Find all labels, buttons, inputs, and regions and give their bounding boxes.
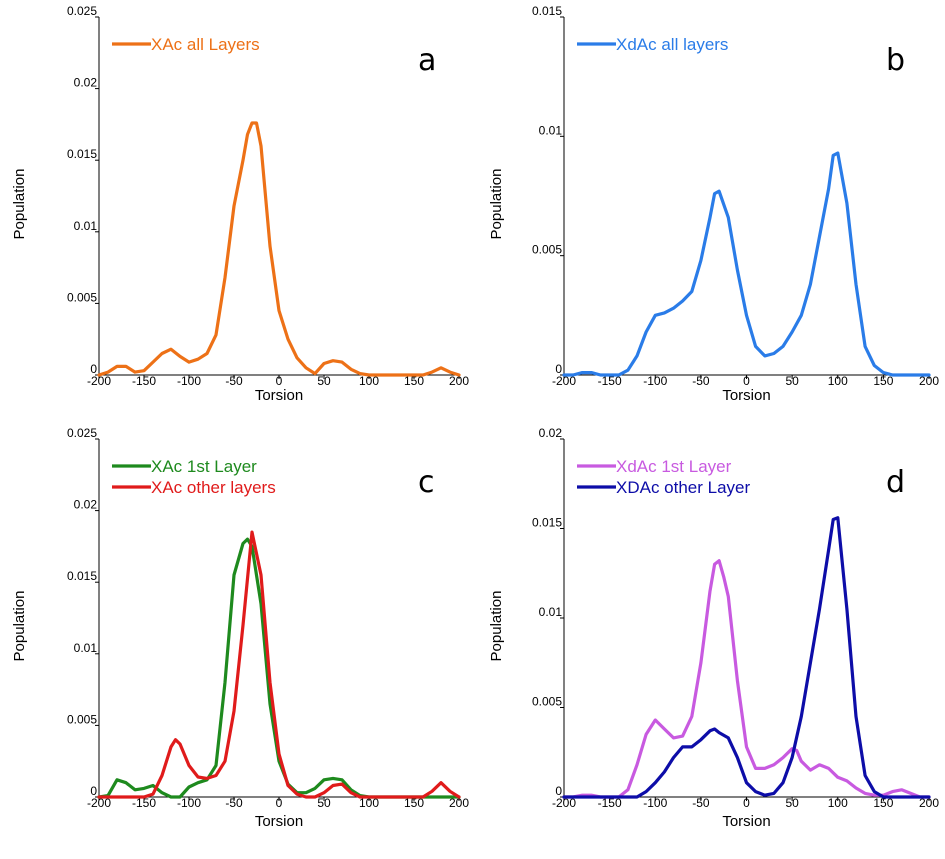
legend-label: XdAc 1st Layer <box>616 457 732 476</box>
x-tick-label: 100 <box>359 374 379 388</box>
y-tick-label: 0.015 <box>67 569 97 583</box>
chart-panel-b: 0 0.005 0.01 0.015 -200 -150 -100 -50 0 50 100 150 2… <box>488 4 939 404</box>
legend-label: XdAc all layers <box>616 35 728 54</box>
x-tick-label: -150 <box>598 796 622 810</box>
panel-letter: d <box>886 465 905 500</box>
x-tick-label: 150 <box>404 374 424 388</box>
x-axis-label: Torsion <box>722 387 770 404</box>
x-tick-label: 100 <box>828 374 848 388</box>
x-tick-label: 0 <box>743 374 750 388</box>
x-tick-label: -50 <box>692 374 710 388</box>
chart-panel-d: 0 0.005 0.01 0.015 0.02 -200 -150 -100 -50 0 50 100… <box>488 426 939 830</box>
x-tick-label: 50 <box>317 796 331 810</box>
x-tick-label: 200 <box>449 374 469 388</box>
x-tick-label: 100 <box>359 796 379 810</box>
x-axis-label: Torsion <box>255 813 303 830</box>
y-tick-label: 0.02 <box>74 76 98 90</box>
x-tick-label: -200 <box>552 374 576 388</box>
y-tick-label: 0.02 <box>539 426 563 440</box>
y-tick-label: 0 <box>555 362 562 376</box>
x-tick-label: 150 <box>873 796 893 810</box>
y-axis-label: Population <box>488 169 505 240</box>
x-tick-label: -150 <box>598 374 622 388</box>
x-tick-label: -200 <box>87 796 111 810</box>
y-tick-label: 0.005 <box>67 290 97 304</box>
x-tick-label: -50 <box>692 796 710 810</box>
x-tick-label: 100 <box>828 796 848 810</box>
x-tick-label: 150 <box>873 374 893 388</box>
y-axis-label: Population <box>11 591 28 662</box>
y-tick-label: 0.005 <box>532 243 562 257</box>
x-tick-label: -100 <box>643 796 667 810</box>
x-tick-label: -100 <box>643 374 667 388</box>
y-tick-label: 0.015 <box>67 147 97 161</box>
y-tick-label: 0 <box>555 784 562 798</box>
y-tick-label: 0.01 <box>74 219 98 233</box>
x-tick-label: 200 <box>919 374 939 388</box>
series-line <box>97 530 461 799</box>
y-tick-label: 0.005 <box>532 695 562 709</box>
y-axis-label: Population <box>488 591 505 662</box>
legend-label: XAc 1st Layer <box>151 457 257 476</box>
y-tick-label: 0.02 <box>74 498 98 512</box>
x-tick-label: 50 <box>785 796 799 810</box>
x-tick-label: -200 <box>552 796 576 810</box>
x-tick-label: 200 <box>919 796 939 810</box>
x-tick-label: 50 <box>785 374 799 388</box>
x-axis-label: Torsion <box>255 387 303 404</box>
x-tick-label: 0 <box>276 796 283 810</box>
series-line <box>562 516 931 799</box>
x-axis-label: Torsion <box>722 813 770 830</box>
legend-label: XDAc other Layer <box>616 478 751 497</box>
panel-letter: b <box>886 43 905 78</box>
series-line <box>562 151 931 377</box>
series-line <box>562 559 931 799</box>
y-tick-label: 0 <box>90 784 97 798</box>
legend-label: XAc other layers <box>151 478 276 497</box>
x-tick-label: 50 <box>317 374 331 388</box>
y-axis-label: Population <box>11 169 28 240</box>
x-tick-label: -150 <box>132 374 156 388</box>
x-tick-label: -50 <box>225 796 243 810</box>
x-tick-label: -100 <box>177 374 201 388</box>
series-line <box>97 121 461 377</box>
y-tick-label: 0.015 <box>532 4 562 18</box>
y-tick-label: 0.01 <box>74 641 98 655</box>
panel-letter: a <box>418 43 436 78</box>
x-tick-label: -150 <box>132 796 156 810</box>
y-tick-label: 0 <box>90 362 97 376</box>
x-tick-label: 150 <box>404 796 424 810</box>
x-tick-label: 0 <box>276 374 283 388</box>
y-tick-label: 0.01 <box>539 123 563 137</box>
y-tick-label: 0.005 <box>67 712 97 726</box>
x-tick-label: -100 <box>177 796 201 810</box>
chart-panel-a: 0 0.005 0.01 0.015 0.02 0.025 -200 -150 -100 -50 0… <box>11 4 469 404</box>
y-tick-label: 0.01 <box>539 605 563 619</box>
y-tick-label: 0.025 <box>67 4 97 18</box>
y-tick-label: 0.025 <box>67 426 97 440</box>
x-tick-label: 200 <box>449 796 469 810</box>
x-tick-label: -200 <box>87 374 111 388</box>
chart-panel-c: 0 0.005 0.01 0.015 0.02 0.025 -200 -150 -100 -50 0… <box>11 426 469 830</box>
x-tick-label: -50 <box>225 374 243 388</box>
panel-letter: c <box>418 465 435 500</box>
x-tick-label: 0 <box>743 796 750 810</box>
legend-label: XAc all Layers <box>151 35 260 54</box>
y-tick-label: 0.015 <box>532 516 562 530</box>
